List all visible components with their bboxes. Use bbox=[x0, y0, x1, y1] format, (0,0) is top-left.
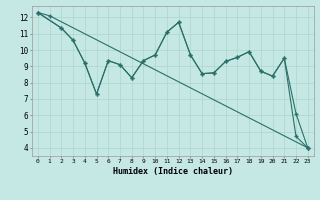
X-axis label: Humidex (Indice chaleur): Humidex (Indice chaleur) bbox=[113, 167, 233, 176]
